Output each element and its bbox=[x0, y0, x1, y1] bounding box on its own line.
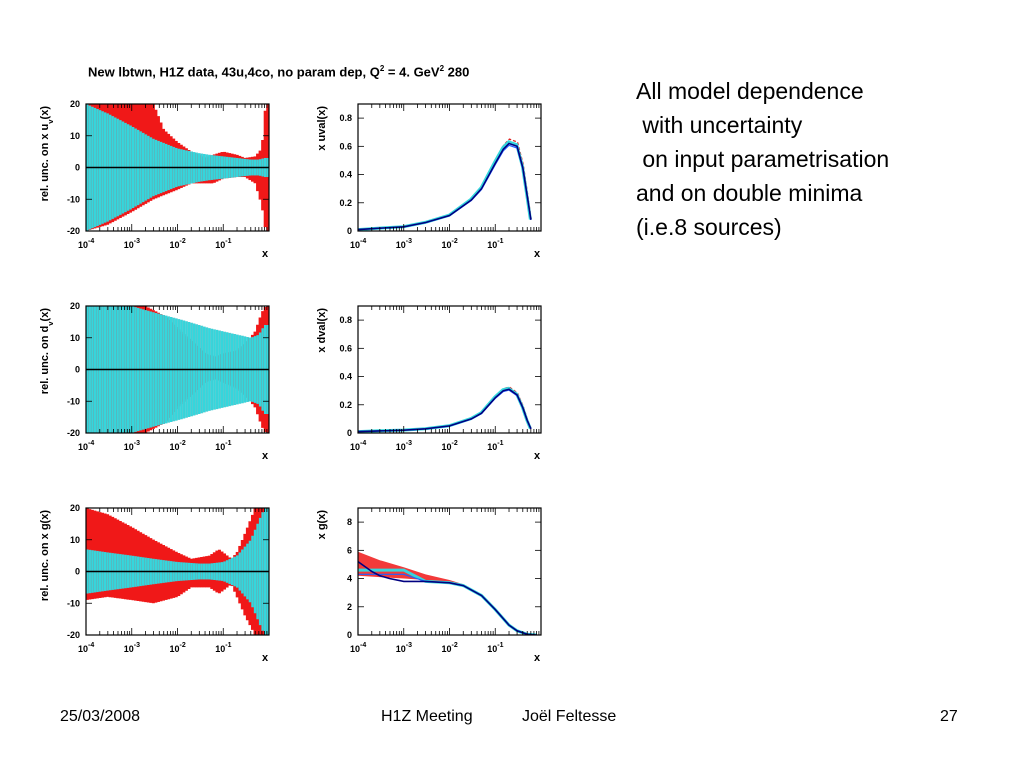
y-tick-label: -10 bbox=[67, 194, 80, 204]
y-tick-label: 0.4 bbox=[339, 170, 352, 180]
x-tick-label: 10-1 bbox=[215, 238, 231, 250]
plot-background bbox=[358, 306, 541, 433]
y-tick-label: -10 bbox=[67, 396, 80, 406]
plot-title: New lbtwn, H1Z data, 43u,4co, no param d… bbox=[88, 64, 470, 80]
plot-area bbox=[358, 508, 541, 635]
x-tick-label: 10-2 bbox=[170, 642, 186, 654]
x-tick-label: 10-2 bbox=[170, 440, 186, 452]
x-axis-label: x bbox=[262, 652, 269, 664]
y-tick-label: 10 bbox=[70, 131, 80, 141]
y-tick-label: 0 bbox=[75, 365, 80, 375]
x-tick-label: 10-2 bbox=[442, 238, 458, 250]
x-tick-label: 10-4 bbox=[350, 440, 366, 452]
y-axis-label: x dval(x) bbox=[316, 308, 328, 353]
y-tick-label: 4 bbox=[347, 574, 352, 584]
notes-line: All model dependence bbox=[636, 78, 864, 104]
central-curve bbox=[358, 560, 537, 635]
plot-area bbox=[86, 306, 269, 433]
y-tick-label: 0 bbox=[347, 428, 352, 438]
x-tick-label: 10-3 bbox=[396, 642, 412, 654]
x-tick-label: 10-3 bbox=[124, 642, 140, 654]
y-axis-label: rel. unc. on dv(x) bbox=[39, 308, 55, 395]
x-tick-label: 10-4 bbox=[350, 642, 366, 654]
notes-line: with uncertainty bbox=[636, 112, 803, 138]
plot-area bbox=[86, 104, 269, 231]
footer-page-number: 27 bbox=[940, 708, 958, 725]
x-tick-label: 10-3 bbox=[124, 238, 140, 250]
x-axis-label: x bbox=[534, 248, 541, 260]
y-axis-label: x uval(x) bbox=[316, 106, 328, 151]
plot-dval: 10-4 10-3 10-2 10-1 0 0.2 0.4 0.6 0.8 x x dval(x) bbox=[316, 305, 542, 462]
x-tick-label: 10-4 bbox=[78, 440, 94, 452]
x-tick-label: 10-2 bbox=[170, 238, 186, 250]
y-axis-label: rel. unc. on x uv(x) bbox=[39, 106, 55, 202]
x-tick-label: 10-1 bbox=[487, 642, 503, 654]
x-tick-label: 10-2 bbox=[442, 642, 458, 654]
y-tick-label: 0.2 bbox=[339, 198, 352, 208]
plot-area bbox=[86, 508, 269, 635]
footer-author: Joël Feltesse bbox=[522, 708, 617, 725]
notes-line: (i.e.8 sources) bbox=[636, 214, 782, 240]
y-axis-label: rel. unc. on x g(x) bbox=[39, 510, 51, 601]
notes-line: on input parametrisation bbox=[636, 146, 890, 172]
y-tick-label: 0.8 bbox=[339, 315, 352, 325]
x-tick-label: 10-3 bbox=[396, 440, 412, 452]
y-tick-label: -20 bbox=[67, 226, 80, 236]
y-tick-label: 0 bbox=[75, 567, 80, 577]
y-tick-label: 10 bbox=[70, 333, 80, 343]
x-axis-label: x bbox=[534, 652, 541, 664]
footer-meeting: H1Z Meeting bbox=[381, 708, 473, 725]
notes-text: All model dependence with uncertainty on… bbox=[636, 74, 889, 244]
plot-area bbox=[358, 104, 541, 231]
x-tick-label: 10-3 bbox=[396, 238, 412, 250]
central-curve bbox=[358, 388, 532, 433]
x-tick-label: 10-2 bbox=[442, 440, 458, 452]
y-tick-label: 6 bbox=[347, 545, 352, 555]
y-tick-label: 0.2 bbox=[339, 400, 352, 410]
plot-area bbox=[358, 306, 541, 433]
y-tick-label: 2 bbox=[347, 602, 352, 612]
x-axis-label: x bbox=[534, 450, 541, 462]
x-tick-label: 10-1 bbox=[215, 440, 231, 452]
plot-rel-d: 10-4 10-3 10-2 10-1 20 10 0 -10 -20 x rel. unc. on… bbox=[39, 301, 270, 462]
plot-rel-g: 10-4 10-3 10-2 10-1 20 10 0 -10 -20 x rel. unc. on… bbox=[39, 503, 270, 664]
y-tick-label: -20 bbox=[67, 630, 80, 640]
y-tick-label: 0.4 bbox=[339, 372, 352, 382]
y-axis-label: x g(x) bbox=[316, 510, 328, 540]
x-tick-label: 10-3 bbox=[124, 440, 140, 452]
y-tick-label: 0 bbox=[347, 630, 352, 640]
x-tick-label: 10-1 bbox=[487, 440, 503, 452]
y-tick-label: 10 bbox=[70, 535, 80, 545]
y-tick-label: 20 bbox=[70, 301, 80, 311]
x-tick-label: 10-1 bbox=[487, 238, 503, 250]
y-tick-label: 8 bbox=[347, 517, 352, 527]
footer-date: 25/03/2008 bbox=[60, 708, 141, 725]
y-tick-label: 20 bbox=[70, 99, 80, 109]
plot-background bbox=[358, 104, 541, 231]
x-tick-label: 10-1 bbox=[215, 642, 231, 654]
y-tick-label: 20 bbox=[70, 503, 80, 513]
x-tick-label: 10-4 bbox=[78, 238, 94, 250]
plot-uval: 10-4 10-3 10-2 10-1 0 0.2 0.4 0.6 0.8 x x uval(x) bbox=[316, 103, 542, 260]
x-axis-label: x bbox=[262, 450, 269, 462]
y-tick-label: 0 bbox=[347, 226, 352, 236]
plot-xg: 10-4 10-3 10-2 10-1 0 2 4 6 8 x x g(x) bbox=[316, 507, 542, 664]
y-tick-label: -10 bbox=[67, 598, 80, 608]
notes-line: and on double minima bbox=[636, 180, 863, 206]
x-tick-label: 10-4 bbox=[78, 642, 94, 654]
y-tick-label: 0 bbox=[75, 163, 80, 173]
central-curve bbox=[358, 142, 532, 231]
y-tick-label: 0.6 bbox=[339, 141, 352, 151]
x-tick-label: 10-4 bbox=[350, 238, 366, 250]
plot-rel-u: 10-4 10-3 10-2 10-1 20 10 0 -10 -20 x rel. unc. on… bbox=[39, 99, 270, 260]
y-tick-label: 0.6 bbox=[339, 343, 352, 353]
x-axis-label: x bbox=[262, 248, 269, 260]
y-tick-label: 0.8 bbox=[339, 113, 352, 123]
y-tick-label: -20 bbox=[67, 428, 80, 438]
